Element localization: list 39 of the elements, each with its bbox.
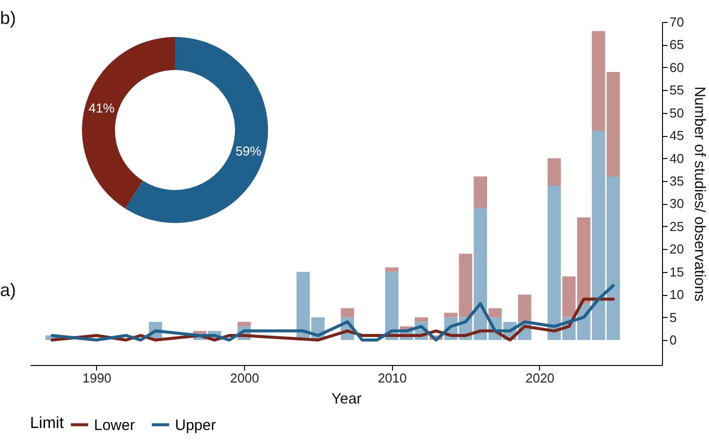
- bar: [237, 322, 251, 326]
- text: a): [0, 280, 16, 301]
- legend-label: Upper: [175, 416, 216, 434]
- y-tick-label: 55: [670, 82, 684, 98]
- bar: [414, 317, 428, 322]
- y-tick-label: 45: [670, 128, 684, 144]
- bar: [548, 158, 561, 186]
- bar: [488, 308, 502, 318]
- x-tick-label: 2010: [378, 370, 407, 386]
- data-label: 41%: [88, 100, 115, 116]
- text: b): [0, 8, 16, 29]
- bar: [474, 176, 488, 208]
- y-tick-label: 70: [670, 14, 684, 30]
- legend-label: Lower: [94, 416, 135, 434]
- y-tick-label: 20: [670, 242, 684, 257]
- y-tick-label: 35: [670, 174, 684, 189]
- y-tick-label: 50: [670, 105, 684, 120]
- donut-slice: [82, 37, 175, 209]
- y-tick-label: 65: [670, 37, 684, 52]
- y-axis-title: Number of studies/ observations: [690, 86, 708, 302]
- donut-slice: [125, 37, 268, 223]
- x-axis-title: Year: [331, 390, 362, 408]
- x-tick-label: 2000: [230, 370, 260, 386]
- y-tick-label: 10: [670, 287, 684, 302]
- y-tick-label: 25: [670, 218, 684, 234]
- legend-title: Limit: [30, 415, 64, 432]
- y-tick-label: 5: [670, 310, 677, 325]
- line-series: [50, 284, 615, 342]
- y-tick-label: 40: [670, 150, 684, 166]
- data-label: 59%: [235, 143, 262, 158]
- bar: [340, 308, 354, 318]
- y-tick-label: 15: [670, 264, 684, 280]
- y-tick-label: 30: [670, 196, 684, 212]
- x-tick-label: 1990: [82, 370, 112, 386]
- bar: [385, 267, 398, 272]
- y-tick-label: 60: [670, 60, 684, 75]
- x-tick-label: 2020: [525, 370, 554, 386]
- bar: [518, 294, 532, 322]
- y-tick-label: 0: [670, 332, 677, 348]
